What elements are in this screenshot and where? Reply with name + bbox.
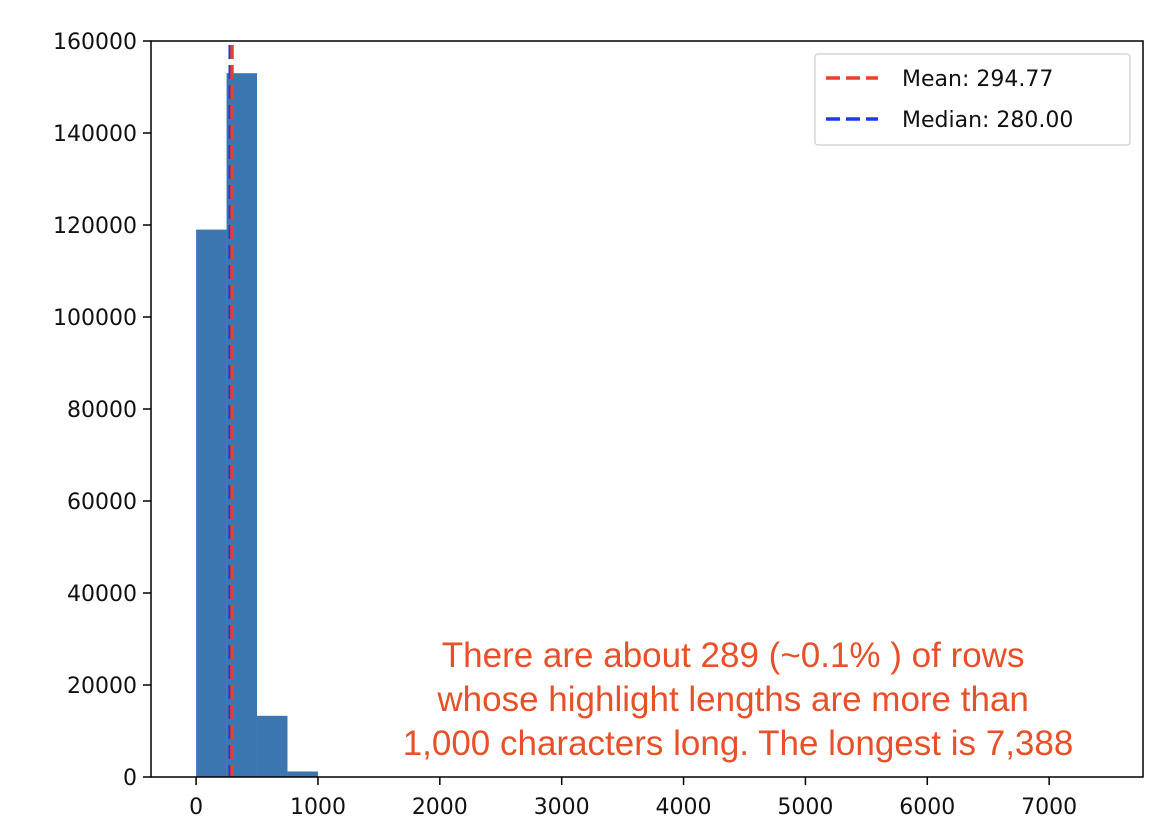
x-tick-label: 1000 <box>290 795 346 820</box>
y-tick-label: 120000 <box>53 214 137 239</box>
x-tick-label: 7000 <box>1021 795 1077 820</box>
reference-lines-group <box>228 45 234 777</box>
x-axis: 0 1000 2000 3000 4000 5000 6000 7000 <box>189 777 1077 820</box>
legend: Mean: 294.77 Median: 280.00 <box>814 53 1131 146</box>
y-tick-label: 40000 <box>67 582 137 607</box>
legend-mean-label: Mean: 294.77 <box>902 67 1053 92</box>
x-tick-label: 0 <box>189 795 203 820</box>
y-tick-label: 160000 <box>53 30 137 55</box>
histogram-bar <box>257 715 288 777</box>
y-tick-label: 20000 <box>67 674 137 699</box>
annotation-line-3: 1,000 characters long. The longest is 7,… <box>403 724 1074 763</box>
y-axis: 0 20000 40000 60000 80000 100000 120000 140000 1… <box>53 30 151 791</box>
annotation-line-1: There are about 289 (~0.1% ) of rows <box>442 636 1025 675</box>
y-tick-label: 80000 <box>67 398 137 423</box>
histogram-bar <box>196 229 227 778</box>
y-tick-label: 60000 <box>67 490 137 515</box>
legend-box <box>814 53 1131 146</box>
histogram-bar <box>287 771 318 777</box>
annotation-line-2: whose highlight lengths are more than <box>436 680 1028 719</box>
x-tick-label: 5000 <box>777 795 833 820</box>
bars-group <box>196 73 318 778</box>
x-tick-label: 4000 <box>656 795 712 820</box>
y-tick-label: 140000 <box>53 122 137 147</box>
legend-median-label: Median: 280.00 <box>902 108 1073 133</box>
y-tick-label: 100000 <box>53 306 137 331</box>
y-tick-label: 0 <box>123 766 137 791</box>
x-tick-label: 6000 <box>899 795 955 820</box>
x-tick-label: 3000 <box>534 795 590 820</box>
annotation-text: There are about 289 (~0.1% ) of rows who… <box>403 636 1074 763</box>
x-tick-label: 2000 <box>412 795 468 820</box>
